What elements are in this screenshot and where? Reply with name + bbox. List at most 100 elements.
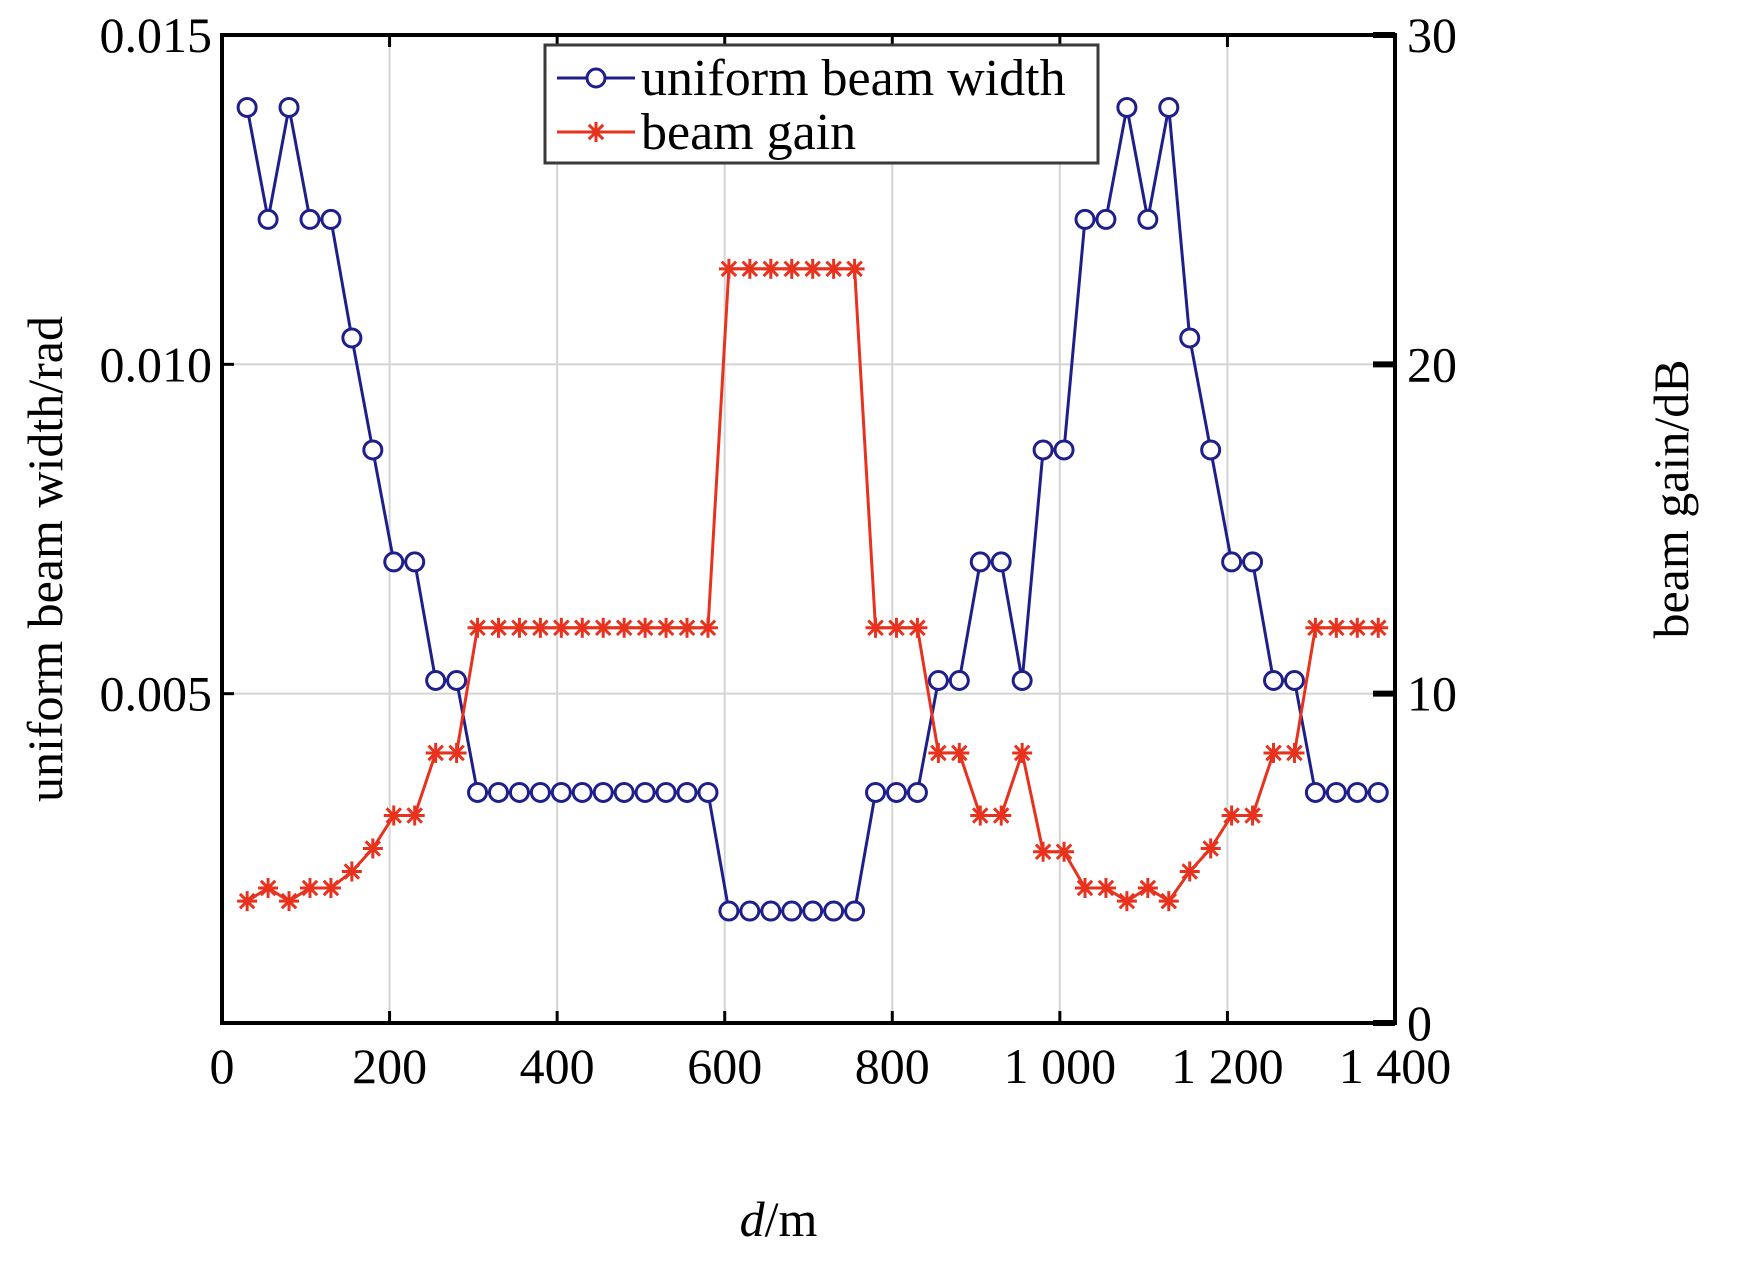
- data-point-uniform-beam-width: [550, 781, 572, 803]
- data-point-uniform-beam-width: [1263, 669, 1285, 691]
- asterisk-stroke: [385, 807, 403, 824]
- data-point-uniform-beam-width: [718, 900, 740, 922]
- asterisk-stroke: [783, 260, 801, 278]
- data-point-uniform-beam-width: [613, 781, 635, 803]
- data-point-beam-gain: [677, 617, 698, 638]
- data-point-beam-gain: [697, 617, 718, 638]
- data-point-beam-gain: [341, 861, 362, 882]
- data-point-beam-gain: [907, 617, 928, 638]
- asterisk-stroke: [322, 879, 340, 897]
- data-point-beam-gain: [467, 617, 488, 638]
- data-point-uniform-beam-width: [425, 669, 447, 691]
- asterisk-stroke: [1286, 744, 1303, 762]
- data-point-beam-gain: [383, 805, 404, 826]
- data-point-uniform-beam-width: [404, 551, 426, 573]
- asterisk-stroke: [678, 619, 696, 637]
- data-point-uniform-beam-width: [906, 781, 928, 803]
- data-point-beam-gain: [1200, 838, 1221, 859]
- data-point-uniform-beam-width: [1179, 327, 1201, 349]
- data-point-beam-gain: [1263, 742, 1284, 763]
- asterisk-stroke: [1265, 744, 1282, 762]
- data-point-uniform-beam-width: [1346, 781, 1368, 803]
- asterisk-stroke: [469, 619, 486, 637]
- data-point-beam-gain: [1284, 742, 1305, 763]
- data-point-uniform-beam-width: [529, 781, 551, 803]
- y-right-tick-label: 20: [1407, 336, 1457, 392]
- data-point-beam-gain: [299, 877, 320, 898]
- data-point-beam-gain: [760, 258, 781, 279]
- data-point-uniform-beam-width: [508, 781, 530, 803]
- asterisk-stroke: [1202, 840, 1219, 857]
- asterisk-stroke: [1307, 619, 1324, 637]
- asterisk-stroke: [1118, 892, 1136, 910]
- asterisk-stroke: [448, 744, 465, 762]
- asterisk-stroke: [636, 619, 654, 637]
- x-axis-title: d/m: [740, 1191, 818, 1247]
- data-point-beam-gain: [970, 805, 991, 826]
- data-point-uniform-beam-width: [739, 900, 761, 922]
- data-point-uniform-beam-width: [257, 208, 279, 230]
- legend-marker: [585, 67, 607, 89]
- data-point-uniform-beam-width: [1304, 781, 1326, 803]
- data-point-beam-gain: [1033, 841, 1054, 862]
- data-point-beam-gain: [1012, 742, 1033, 763]
- data-point-uniform-beam-width: [1221, 551, 1243, 573]
- x-tick-label: 800: [855, 1038, 930, 1094]
- data-point-beam-gain: [572, 617, 593, 638]
- data-point-uniform-beam-width: [341, 327, 363, 349]
- legend-marker: [586, 122, 606, 142]
- y-right-tick-label: 0: [1407, 995, 1432, 1051]
- asterisk-stroke: [951, 744, 968, 762]
- data-point-uniform-beam-width: [823, 900, 845, 922]
- x-tick-label: 0: [210, 1038, 235, 1094]
- asterisk-stroke: [846, 260, 863, 278]
- asterisk-stroke: [1328, 619, 1345, 637]
- legend-box: [543, 43, 1100, 165]
- asterisk-stroke: [587, 123, 605, 141]
- asterisk-stroke: [825, 260, 842, 278]
- data-point-beam-gain: [1054, 841, 1075, 862]
- data-point-uniform-beam-width: [278, 96, 300, 118]
- data-point-beam-gain: [1074, 877, 1095, 898]
- y-left-tick-label: 0.015: [100, 7, 213, 63]
- asterisk-stroke: [720, 260, 738, 278]
- asterisk-stroke: [762, 260, 780, 278]
- data-point-uniform-beam-width: [1283, 669, 1305, 691]
- asterisk-stroke: [490, 619, 507, 637]
- data-point-beam-gain: [1221, 805, 1242, 826]
- asterisk-stroke: [1223, 807, 1240, 824]
- data-point-uniform-beam-width: [236, 96, 258, 118]
- data-point-uniform-beam-width: [969, 551, 991, 573]
- data-point-uniform-beam-width: [487, 781, 509, 803]
- ticks: 0 200 400 600 800 1 000 1 200 1 4000.0050.0100.…: [100, 7, 1458, 1094]
- asterisk-stroke: [657, 619, 675, 637]
- data-point-uniform-beam-width: [844, 900, 866, 922]
- data-point-uniform-beam-width: [885, 781, 907, 803]
- legend: uniform beam width beam gain: [543, 43, 1100, 165]
- asterisk-stroke: [1244, 807, 1261, 824]
- data-point-uniform-beam-width: [299, 208, 321, 230]
- asterisk-stroke: [699, 619, 717, 637]
- asterisk-stroke: [343, 863, 361, 880]
- legend-label-beam-gain: beam gain: [641, 104, 856, 161]
- data-point-uniform-beam-width: [1032, 439, 1054, 461]
- asterisk-stroke: [364, 840, 382, 857]
- data-point-uniform-beam-width: [1074, 208, 1096, 230]
- asterisk-stroke: [992, 807, 1010, 824]
- asterisk-stroke: [615, 619, 633, 637]
- asterisk-stroke: [553, 619, 570, 637]
- data-point-beam-gain: [1326, 617, 1347, 638]
- asterisk-stroke: [1349, 619, 1366, 637]
- asterisk-stroke: [427, 744, 444, 762]
- asterisk-stroke: [1076, 879, 1094, 897]
- data-point-beam-gain: [656, 617, 677, 638]
- asterisk-stroke: [406, 807, 423, 824]
- data-point-uniform-beam-width: [1116, 96, 1138, 118]
- data-point-beam-gain: [1137, 877, 1158, 898]
- data-point-uniform-beam-width: [1158, 96, 1180, 118]
- data-point-beam-gain: [425, 742, 446, 763]
- x-tick-label: 200: [352, 1038, 427, 1094]
- data-point-uniform-beam-width: [446, 669, 468, 691]
- asterisk-stroke: [741, 260, 759, 278]
- asterisk-stroke: [301, 879, 319, 897]
